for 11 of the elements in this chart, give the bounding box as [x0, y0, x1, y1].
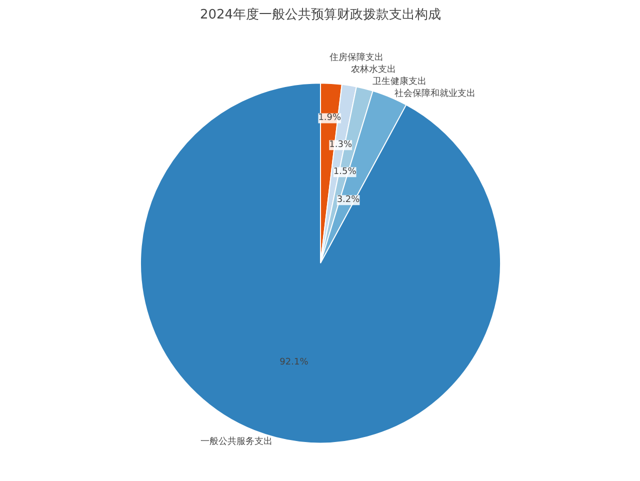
slice-label: 卫生健康支出 [372, 76, 427, 88]
slice-label: 一般公共服务支出 [200, 436, 273, 447]
slice-label: 农林水支出 [351, 64, 396, 76]
data-label: 1.9% [318, 113, 342, 124]
chart-title: 2024年度一般公共预算财政拨款支出构成 [200, 6, 442, 22]
slice-label: 住房保障支出 [330, 52, 384, 64]
data-label: 1.3% [329, 140, 352, 150]
data-label: 3.2% [336, 195, 360, 206]
slice-label: 社会保障和就业支出 [394, 88, 476, 100]
data-label: 1.5% [333, 167, 357, 178]
data-label: 92.1% [280, 357, 309, 368]
